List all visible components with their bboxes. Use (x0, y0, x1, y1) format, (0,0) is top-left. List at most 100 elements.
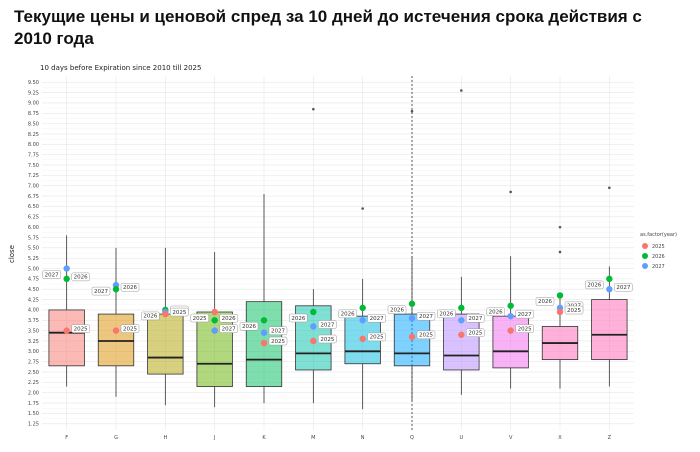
y-tick-label: 3.50 (28, 328, 39, 334)
point-2026 (606, 275, 613, 283)
outlier-point (361, 207, 364, 210)
box-G (97, 247, 135, 397)
y-tick-label: 8.25 (28, 132, 39, 138)
point-2025 (359, 335, 366, 343)
point-label: 2026 (143, 314, 157, 320)
point-2026 (63, 275, 70, 283)
y-axis-label: close (8, 245, 16, 263)
point-2026 (507, 302, 514, 309)
x-tick-label: Z (608, 435, 612, 441)
point-label-box (239, 322, 259, 331)
point-label: 2026 (222, 316, 236, 322)
point-label-box (367, 332, 386, 342)
point-label: 2026 (538, 299, 552, 305)
point-label-box (170, 307, 189, 317)
point-label: 2025 (123, 326, 137, 332)
y-tick-label: 5.75 (28, 235, 39, 241)
point-2025 (458, 331, 465, 338)
y-tick-label: 6.25 (28, 215, 39, 221)
point-label: 2026 (587, 283, 601, 289)
point-2027 (408, 315, 416, 322)
point-2026 (211, 317, 218, 324)
point-label-box (91, 286, 111, 296)
legend-label: 2025 (652, 244, 665, 250)
point-2026 (112, 286, 120, 293)
y-tick-label: 7.00 (28, 184, 39, 190)
point-2026 (556, 292, 564, 299)
point-label-box (219, 324, 238, 333)
point-label: 2025 (271, 339, 285, 345)
point-label: 2025 (172, 310, 186, 316)
point-label-box (318, 320, 337, 329)
point-label: 2027 (45, 272, 59, 278)
point-label-box (268, 326, 288, 335)
x-tick-label: K (262, 435, 266, 441)
y-tick-label: 2.75 (28, 359, 39, 365)
point-2027 (260, 329, 268, 336)
point-2027 (458, 317, 465, 324)
point-label: 2027 (370, 316, 384, 322)
point-2025 (63, 327, 70, 334)
legend-label: 2027 (652, 264, 665, 270)
outlier-point (608, 186, 611, 190)
y-tick-label: 7.75 (28, 152, 39, 158)
axis-layer: 1.25 1.50 1.75 2.00 2.25 2.50 2.75 3.00 3.25 3.50… (28, 80, 612, 441)
y-tick-label: 1.75 (28, 401, 39, 407)
point-label: 2027 (320, 322, 334, 328)
point-label-box (466, 328, 485, 338)
point-label: 2026 (242, 324, 256, 330)
box-body (591, 299, 628, 361)
point-2026 (458, 304, 465, 312)
point-label-box (120, 282, 140, 292)
point-label: 2027 (222, 326, 236, 332)
point-2025 (408, 333, 416, 341)
grid-lines (42, 76, 634, 430)
outlier-point (509, 190, 512, 194)
outlier-point (558, 250, 562, 254)
box-X (541, 225, 579, 389)
point-2025 (112, 327, 120, 334)
y-tick-label: 6.50 (28, 204, 39, 210)
y-tick-label: 4.75 (28, 277, 39, 283)
y-tick-label: 4.25 (28, 297, 39, 303)
point-label: 2025 (320, 337, 334, 343)
y-tick-label: 3.75 (28, 318, 39, 324)
point-2027 (310, 323, 317, 330)
y-tick-label: 9.25 (28, 90, 39, 96)
box-Z (591, 186, 628, 387)
point-label-box (71, 272, 90, 282)
y-tick-label: 5.25 (28, 256, 39, 262)
point-2026 (260, 317, 268, 324)
point-label: 2025 (370, 335, 384, 341)
y-tick-label: 3.00 (28, 349, 39, 355)
point-label: 2026 (341, 312, 355, 318)
outlier-point (410, 109, 414, 113)
y-tick-label: 7.25 (28, 173, 39, 179)
box-body (492, 315, 529, 369)
point-label-box (219, 314, 238, 323)
point-label-box (535, 297, 555, 306)
y-tick-label: 2.25 (28, 380, 39, 386)
point-2027 (63, 265, 70, 272)
point-label-box (190, 313, 209, 323)
y-tick-label: 7.50 (28, 163, 39, 169)
point-2027 (507, 312, 514, 320)
x-tick-label: G (114, 435, 118, 441)
point-2025 (260, 339, 268, 347)
point-label: 2025 (518, 326, 532, 332)
y-tick-label: 9.50 (28, 80, 39, 86)
point-2025 (211, 308, 218, 316)
point-label-box (486, 307, 505, 317)
point-label-box (416, 311, 436, 321)
point-label-box (515, 309, 534, 319)
point-label: 2027 (616, 285, 630, 291)
y-tick-label: 8.00 (28, 142, 39, 148)
y-tick-label: 4.50 (28, 287, 39, 293)
point-2026 (310, 308, 317, 316)
point-label-box (338, 309, 357, 319)
x-tick-label: N (361, 435, 365, 441)
point-label-box (614, 282, 633, 292)
point-label: 2026 (390, 308, 404, 314)
legend-key-2027 (642, 263, 648, 269)
point-label: 2027 (271, 329, 285, 335)
